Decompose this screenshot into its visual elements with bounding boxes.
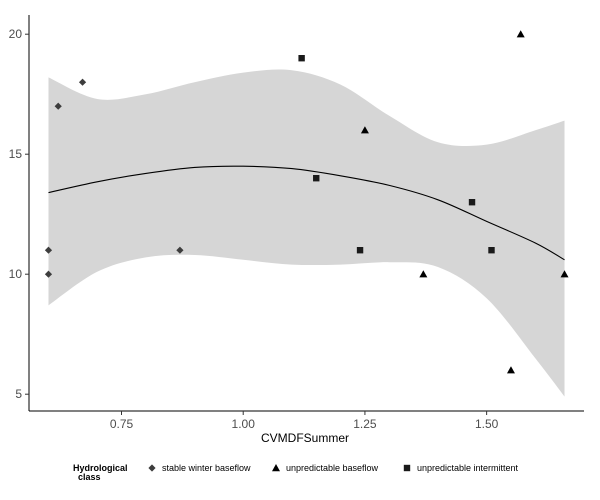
legend-title-line2: class xyxy=(78,472,101,482)
y-tick-label: 5 xyxy=(15,387,22,401)
legend-key-square xyxy=(403,464,411,472)
legend-label: unpredictable intermittent xyxy=(417,463,519,473)
y-tick-label: 20 xyxy=(9,27,23,41)
confidence-band-layer xyxy=(48,69,565,397)
legend-title-line1: Hydrological xyxy=(73,463,128,473)
data-points-layer xyxy=(44,30,569,374)
data-point-diamond xyxy=(176,246,184,254)
y-tick-label: 15 xyxy=(9,147,23,161)
data-point-diamond xyxy=(44,246,53,254)
data-point-diamond xyxy=(44,270,53,278)
data-point-square xyxy=(356,247,364,254)
axes-layer: 5 10 15 20 0.75 1.00 1.25 1.50 xyxy=(9,15,584,431)
data-point-square xyxy=(468,199,476,206)
y-tick-label: 10 xyxy=(9,267,23,281)
legend-label: stable winter baseflow xyxy=(162,463,251,473)
x-tick-label: 1.50 xyxy=(475,417,499,431)
data-point-triangle xyxy=(419,270,428,278)
confidence-band xyxy=(48,69,565,397)
legend: Hydrological class stable winter baseflo… xyxy=(73,463,519,482)
smooth-line-layer xyxy=(48,165,565,261)
x-axis-title: CVMDFSummer xyxy=(261,431,349,445)
data-point-square xyxy=(298,55,305,62)
x-tick-label: 0.75 xyxy=(110,417,134,431)
data-point-square xyxy=(488,247,495,254)
data-point-triangle xyxy=(360,126,369,134)
data-point-diamond xyxy=(78,78,87,86)
data-point-diamond xyxy=(54,102,62,110)
legend-items: stable winter baseflow unpredictable base… xyxy=(148,463,519,473)
x-tick-label: 1.25 xyxy=(353,417,377,431)
legend-key-triangle xyxy=(272,464,280,472)
data-point-triangle xyxy=(516,30,525,38)
data-point-triangle xyxy=(506,366,515,374)
legend-label: unpredictable baseflow xyxy=(286,463,379,473)
data-point-square xyxy=(313,175,320,182)
data-point-triangle xyxy=(560,270,569,278)
x-tick-label: 1.00 xyxy=(232,417,256,431)
smooth-fit-line xyxy=(48,165,565,261)
legend-key-diamond xyxy=(148,464,156,472)
